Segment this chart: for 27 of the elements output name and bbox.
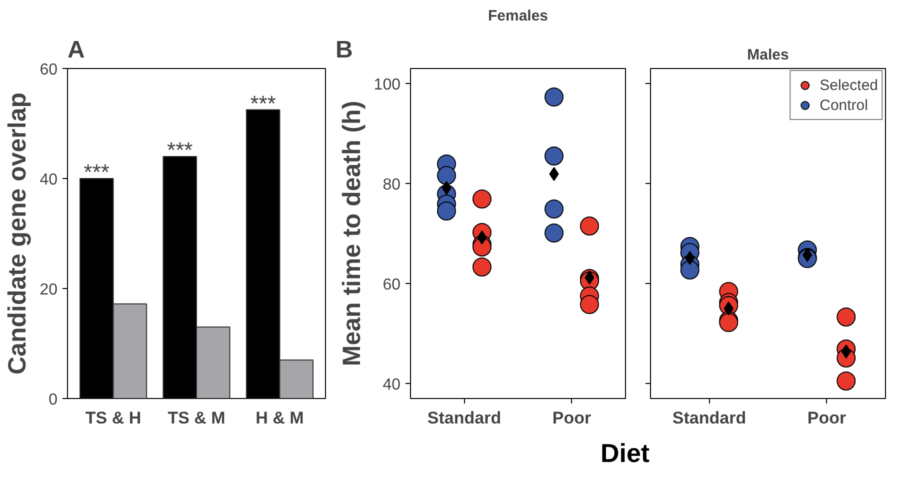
chart-title: Females [488, 8, 548, 24]
y-tick-label: 60 [382, 276, 401, 294]
y-tick-label: 40 [40, 172, 58, 188]
y-axis-title: Candidate gene overlap [4, 92, 32, 375]
x-tick-label: Standard [427, 408, 502, 428]
chart-title: Males [747, 46, 789, 64]
x-tick-label: TS & H [85, 408, 142, 428]
text: B [336, 36, 353, 64]
y-tick-label: 20 [40, 282, 58, 298]
x-axis-title: Diet [600, 437, 650, 470]
y-axis-title: Mean time to death (h) [338, 100, 366, 366]
annotation: *** [167, 138, 194, 162]
y-tick-label: 80 [382, 176, 401, 194]
x-tick-label: Poor [807, 408, 846, 428]
annotation: *** [250, 90, 276, 116]
chart-title: A [68, 36, 85, 64]
x-tick-label: H & M [256, 408, 304, 428]
y-tick-label: 40 [382, 376, 401, 394]
legend-label: Control [820, 96, 868, 114]
annotation: *** [84, 160, 110, 184]
y-tick-label: 100 [374, 76, 401, 94]
x-tick-label: Standard [672, 408, 746, 428]
y-tick-label: 60 [40, 62, 58, 78]
y-tick-label: 0 [48, 392, 58, 408]
legend-label: Selected [820, 76, 878, 94]
x-tick-label: TS & M [168, 408, 226, 428]
x-tick-label: Poor [552, 408, 592, 428]
